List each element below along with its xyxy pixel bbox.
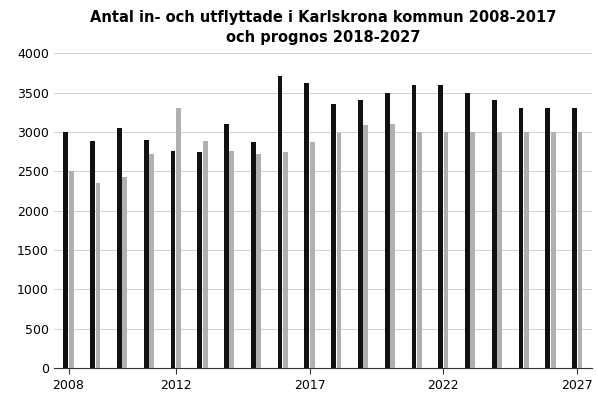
Bar xyxy=(492,101,497,368)
Bar xyxy=(251,142,256,368)
Bar xyxy=(545,108,550,368)
Bar xyxy=(471,132,475,368)
Bar xyxy=(411,85,416,368)
Bar xyxy=(257,154,261,368)
Bar xyxy=(304,83,309,368)
Bar xyxy=(170,151,175,368)
Bar xyxy=(90,142,95,368)
Bar xyxy=(572,108,577,368)
Bar xyxy=(497,132,502,368)
Bar xyxy=(524,132,529,368)
Bar xyxy=(390,124,395,368)
Bar xyxy=(144,140,149,368)
Title: Antal in- och utflyttade i Karlskrona kommun 2008-2017
och prognos 2018-2027: Antal in- och utflyttade i Karlskrona ko… xyxy=(90,10,556,45)
Bar xyxy=(117,128,122,368)
Bar xyxy=(203,142,208,368)
Bar xyxy=(230,151,234,368)
Bar xyxy=(63,132,68,368)
Bar xyxy=(149,154,154,368)
Bar xyxy=(96,183,100,368)
Bar xyxy=(518,108,523,368)
Bar xyxy=(578,132,582,368)
Bar xyxy=(310,142,315,368)
Bar xyxy=(364,125,368,368)
Bar xyxy=(337,133,341,368)
Bar xyxy=(385,92,389,368)
Bar xyxy=(438,85,443,368)
Bar xyxy=(444,132,448,368)
Bar xyxy=(176,108,181,368)
Bar xyxy=(283,152,288,368)
Bar xyxy=(224,124,229,368)
Bar xyxy=(358,101,363,368)
Bar xyxy=(551,132,556,368)
Bar xyxy=(465,92,470,368)
Bar xyxy=(417,132,422,368)
Bar xyxy=(197,152,202,368)
Bar xyxy=(69,171,74,368)
Bar xyxy=(277,76,282,368)
Bar xyxy=(123,177,127,368)
Bar xyxy=(331,104,336,368)
